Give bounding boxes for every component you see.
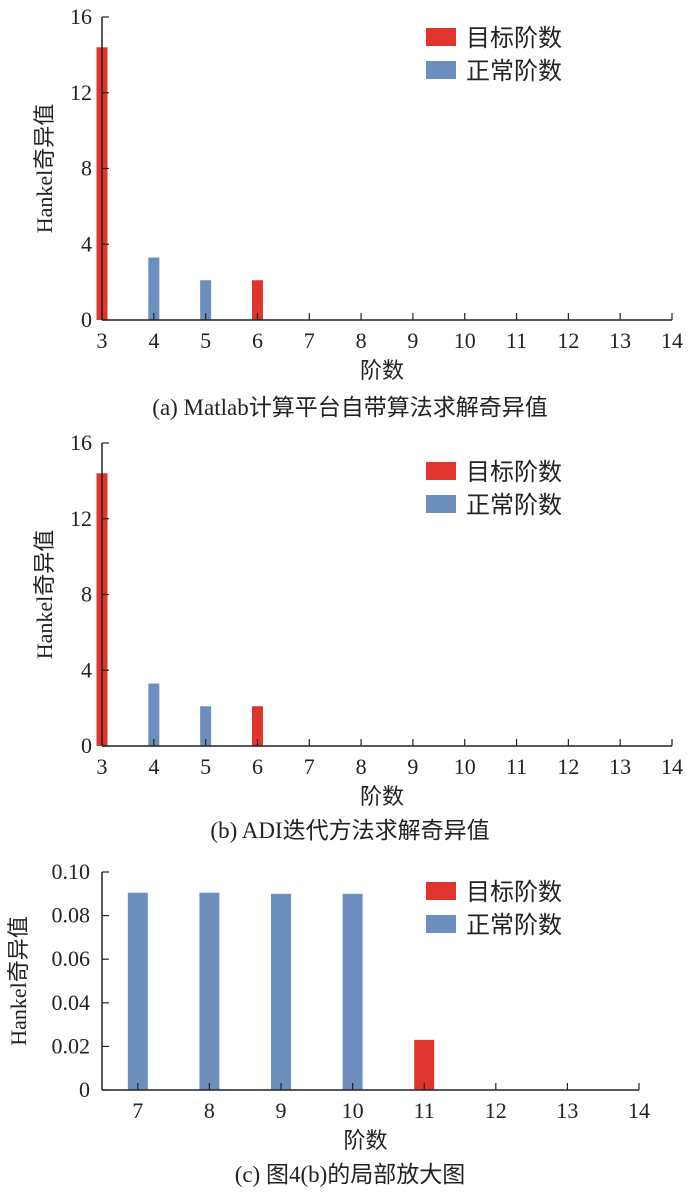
y-tick-label: 4 <box>81 657 92 682</box>
legend-swatch-target <box>426 28 456 46</box>
x-tick-label: 10 <box>342 1098 364 1123</box>
bar-target-11 <box>414 1039 435 1090</box>
y-tick-label: 8 <box>81 582 92 607</box>
x-tick-label: 4 <box>148 328 159 353</box>
y-tick-label: 8 <box>81 156 92 181</box>
x-tick-label: 6 <box>252 754 263 779</box>
x-tick-label: 11 <box>506 328 527 353</box>
x-tick-label: 5 <box>200 754 211 779</box>
chart-panel-2: 3 4 5 6 7 8 9 10 11 12 13 14 0 4 8 12 16 阶数 Hankel奇异值 目标阶数正… <box>32 430 683 843</box>
legend-label-target: 目标阶数 <box>466 25 562 52</box>
x-tick-label: 8 <box>204 1098 215 1123</box>
x-tick-label: 14 <box>661 328 683 353</box>
x-tick-label: 7 <box>304 754 315 779</box>
y-tick-label: 0.10 <box>52 859 91 884</box>
x-tick-label: 9 <box>407 754 418 779</box>
y-axis-title: Hankel奇异值 <box>32 530 57 660</box>
y-tick-label: 0.04 <box>52 990 91 1015</box>
y-tick-label: 16 <box>70 4 92 29</box>
x-tick-label: 8 <box>356 754 367 779</box>
bar-normal-10 <box>342 893 363 1090</box>
x-tick-label: 6 <box>252 328 263 353</box>
x-tick-label: 3 <box>97 328 108 353</box>
x-tick-label: 13 <box>609 328 631 353</box>
y-tick-label: 0.06 <box>52 946 91 971</box>
x-tick-label: 4 <box>148 754 159 779</box>
x-tick-label: 10 <box>454 754 476 779</box>
x-tick-label: 14 <box>628 1098 650 1123</box>
x-tick-label: 13 <box>556 1098 578 1123</box>
y-tick-label: 12 <box>70 80 92 105</box>
legend-swatch-normal <box>426 495 456 513</box>
x-tick-label: 7 <box>132 1098 143 1123</box>
chart-caption: (a) Matlab计算平台自带算法求解奇异值 <box>152 395 547 420</box>
x-tick-label: 7 <box>304 328 315 353</box>
legend-label-target: 目标阶数 <box>466 459 562 486</box>
x-tick-label: 9 <box>407 328 418 353</box>
legend-label-normal: 正常阶数 <box>466 58 562 85</box>
y-tick-label: 0 <box>81 733 92 758</box>
y-tick-label: 0.02 <box>52 1033 91 1058</box>
y-tick-label: 12 <box>70 506 92 531</box>
bar-target-6 <box>251 706 263 746</box>
x-tick-label: 12 <box>485 1098 507 1123</box>
chart-panel-3: 7 8 9 10 11 12 13 14 0 0.02 0.04 0.06 0.08 0.10 阶数 Hank… <box>6 859 650 1187</box>
y-tick-label: 4 <box>81 231 92 256</box>
x-tick-label: 3 <box>97 754 108 779</box>
x-axis-title: 阶数 <box>343 1128 387 1153</box>
x-axis-title: 阶数 <box>360 784 404 809</box>
x-tick-label: 11 <box>414 1098 435 1123</box>
bar-normal-8 <box>199 892 220 1090</box>
y-tick-label: 16 <box>70 430 92 455</box>
bar-normal-5 <box>200 280 212 320</box>
legend-label-normal: 正常阶数 <box>466 912 562 939</box>
legend-label-target: 目标阶数 <box>466 879 562 906</box>
x-tick-label: 12 <box>557 754 579 779</box>
legend-label-normal: 正常阶数 <box>466 492 562 519</box>
chart-caption: (b) ADI迭代方法求解奇异值 <box>210 818 489 843</box>
bar-normal-7 <box>127 892 148 1090</box>
y-axis-title: Hankel奇异值 <box>32 104 57 234</box>
y-tick-label: 0 <box>81 307 92 332</box>
y-tick-label: 0.08 <box>52 903 91 928</box>
chart-panel-1: 3 4 5 6 7 8 9 10 11 12 13 14 0 4 8 12 16 阶数 Hankel奇异值 目标阶数正… <box>32 4 683 420</box>
legend-swatch-target <box>426 882 456 900</box>
legend-swatch-normal <box>426 61 456 79</box>
y-tick-label: 0 <box>79 1077 90 1102</box>
legend-swatch-normal <box>426 915 456 933</box>
y-axis-title: Hankel奇异值 <box>6 916 31 1046</box>
x-tick-label: 8 <box>356 328 367 353</box>
x-axis-title: 阶数 <box>360 358 404 383</box>
x-tick-label: 9 <box>276 1098 287 1123</box>
bar-normal-5 <box>200 706 212 746</box>
bar-normal-4 <box>148 257 160 320</box>
x-tick-label: 11 <box>506 754 527 779</box>
chart-caption: (c) 图4(b)的局部放大图 <box>235 1162 466 1187</box>
bar-normal-4 <box>148 683 160 746</box>
x-tick-label: 5 <box>200 328 211 353</box>
x-tick-label: 13 <box>609 754 631 779</box>
bar-target-6 <box>251 280 263 320</box>
x-tick-label: 14 <box>661 754 683 779</box>
x-tick-label: 12 <box>557 328 579 353</box>
legend-swatch-target <box>426 462 456 480</box>
bar-normal-9 <box>271 893 291 1090</box>
x-tick-label: 10 <box>454 328 476 353</box>
